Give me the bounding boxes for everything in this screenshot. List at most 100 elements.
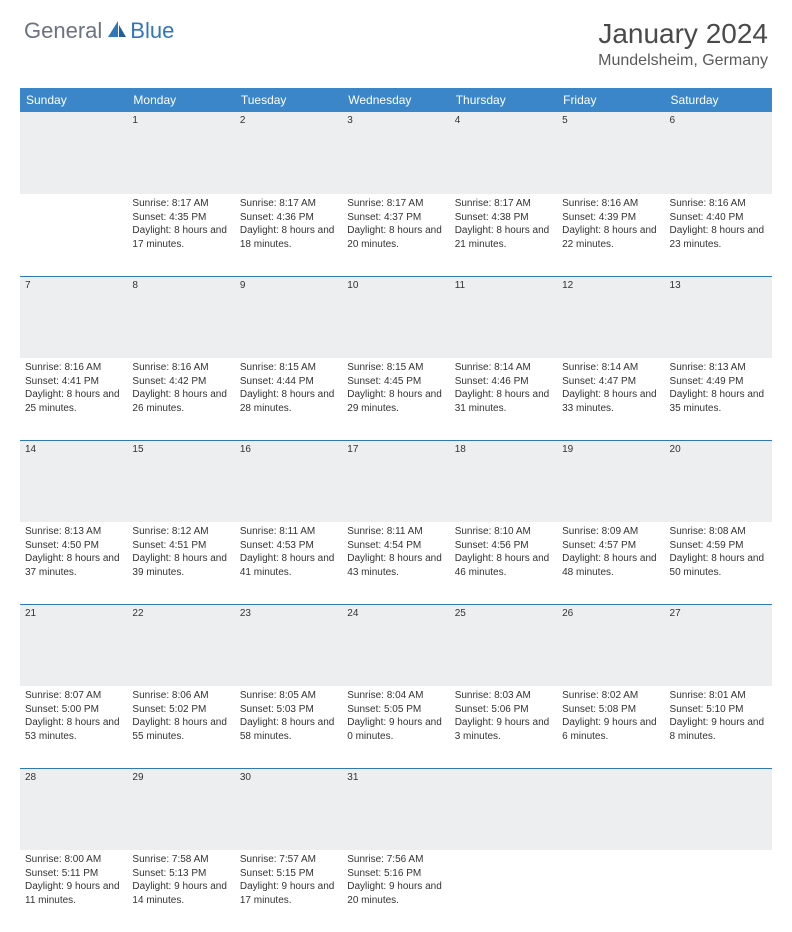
day-number: 8 bbox=[127, 276, 234, 358]
daylight-text: Daylight: 8 hours and 48 minutes. bbox=[562, 552, 659, 579]
day-number: 5 bbox=[557, 112, 664, 194]
day-cell: Sunrise: 8:09 AMSunset: 4:57 PMDaylight:… bbox=[557, 522, 664, 604]
day-number: 7 bbox=[20, 276, 127, 358]
daylight-text: Daylight: 8 hours and 46 minutes. bbox=[455, 552, 552, 579]
sunrise-text: Sunrise: 8:13 AM bbox=[25, 525, 122, 539]
weekday-header-row: Sunday Monday Tuesday Wednesday Thursday… bbox=[20, 88, 772, 112]
sunset-text: Sunset: 4:50 PM bbox=[25, 539, 122, 553]
sunrise-text: Sunrise: 8:04 AM bbox=[347, 689, 444, 703]
day-number: 30 bbox=[235, 768, 342, 850]
title-block: January 2024 Mundelsheim, Germany bbox=[598, 18, 768, 70]
day-cell: Sunrise: 7:58 AMSunset: 5:13 PMDaylight:… bbox=[127, 850, 234, 932]
day-number: 11 bbox=[450, 276, 557, 358]
sunset-text: Sunset: 4:56 PM bbox=[455, 539, 552, 553]
daylight-text: Daylight: 8 hours and 39 minutes. bbox=[132, 552, 229, 579]
day-number: 3 bbox=[342, 112, 449, 194]
weekday-thursday: Thursday bbox=[450, 88, 557, 112]
day-body-row: Sunrise: 8:13 AMSunset: 4:50 PMDaylight:… bbox=[20, 522, 772, 604]
day-cell: Sunrise: 8:08 AMSunset: 4:59 PMDaylight:… bbox=[665, 522, 772, 604]
day-cell: Sunrise: 8:16 AMSunset: 4:40 PMDaylight:… bbox=[665, 194, 772, 276]
daylight-text: Daylight: 9 hours and 14 minutes. bbox=[132, 880, 229, 907]
day-number: 23 bbox=[235, 604, 342, 686]
sunrise-text: Sunrise: 8:16 AM bbox=[25, 361, 122, 375]
day-number: 26 bbox=[557, 604, 664, 686]
sunrise-text: Sunrise: 8:00 AM bbox=[25, 853, 122, 867]
day-cell: Sunrise: 8:16 AMSunset: 4:41 PMDaylight:… bbox=[20, 358, 127, 440]
daylight-text: Daylight: 9 hours and 0 minutes. bbox=[347, 716, 444, 743]
sunrise-text: Sunrise: 8:17 AM bbox=[132, 197, 229, 211]
daynum-row: 78910111213 bbox=[20, 276, 772, 358]
day-number: 25 bbox=[450, 604, 557, 686]
sunrise-text: Sunrise: 8:17 AM bbox=[240, 197, 337, 211]
sunset-text: Sunset: 5:08 PM bbox=[562, 703, 659, 717]
day-cell bbox=[450, 850, 557, 932]
day-number bbox=[665, 768, 772, 850]
sunset-text: Sunset: 4:36 PM bbox=[240, 211, 337, 225]
sunset-text: Sunset: 5:03 PM bbox=[240, 703, 337, 717]
daylight-text: Daylight: 9 hours and 3 minutes. bbox=[455, 716, 552, 743]
daylight-text: Daylight: 8 hours and 37 minutes. bbox=[25, 552, 122, 579]
day-number: 9 bbox=[235, 276, 342, 358]
sunrise-text: Sunrise: 8:12 AM bbox=[132, 525, 229, 539]
sunset-text: Sunset: 4:54 PM bbox=[347, 539, 444, 553]
sunset-text: Sunset: 4:51 PM bbox=[132, 539, 229, 553]
sunset-text: Sunset: 4:57 PM bbox=[562, 539, 659, 553]
daylight-text: Daylight: 8 hours and 21 minutes. bbox=[455, 224, 552, 251]
sunset-text: Sunset: 4:35 PM bbox=[132, 211, 229, 225]
sunset-text: Sunset: 5:10 PM bbox=[670, 703, 767, 717]
sunrise-text: Sunrise: 7:57 AM bbox=[240, 853, 337, 867]
day-cell: Sunrise: 8:07 AMSunset: 5:00 PMDaylight:… bbox=[20, 686, 127, 768]
day-number: 17 bbox=[342, 440, 449, 522]
sunrise-text: Sunrise: 8:02 AM bbox=[562, 689, 659, 703]
daylight-text: Daylight: 8 hours and 31 minutes. bbox=[455, 388, 552, 415]
daylight-text: Daylight: 8 hours and 28 minutes. bbox=[240, 388, 337, 415]
sunrise-text: Sunrise: 8:08 AM bbox=[670, 525, 767, 539]
day-body-row: Sunrise: 8:07 AMSunset: 5:00 PMDaylight:… bbox=[20, 686, 772, 768]
day-cell: Sunrise: 7:57 AMSunset: 5:15 PMDaylight:… bbox=[235, 850, 342, 932]
sunset-text: Sunset: 5:00 PM bbox=[25, 703, 122, 717]
sunrise-text: Sunrise: 8:11 AM bbox=[347, 525, 444, 539]
weekday-sunday: Sunday bbox=[20, 88, 127, 112]
day-cell bbox=[20, 194, 127, 276]
logo: General Blue bbox=[24, 18, 174, 44]
daynum-row: 21222324252627 bbox=[20, 604, 772, 686]
sunrise-text: Sunrise: 8:13 AM bbox=[670, 361, 767, 375]
daylight-text: Daylight: 8 hours and 22 minutes. bbox=[562, 224, 659, 251]
day-number: 6 bbox=[665, 112, 772, 194]
calendar-table: Sunday Monday Tuesday Wednesday Thursday… bbox=[20, 88, 772, 932]
sunset-text: Sunset: 4:41 PM bbox=[25, 375, 122, 389]
day-number: 12 bbox=[557, 276, 664, 358]
sunrise-text: Sunrise: 8:09 AM bbox=[562, 525, 659, 539]
daylight-text: Daylight: 9 hours and 6 minutes. bbox=[562, 716, 659, 743]
day-cell: Sunrise: 8:14 AMSunset: 4:46 PMDaylight:… bbox=[450, 358, 557, 440]
month-title: January 2024 bbox=[598, 18, 768, 50]
sunset-text: Sunset: 4:44 PM bbox=[240, 375, 337, 389]
day-cell: Sunrise: 8:01 AMSunset: 5:10 PMDaylight:… bbox=[665, 686, 772, 768]
day-number bbox=[557, 768, 664, 850]
day-cell: Sunrise: 8:16 AMSunset: 4:42 PMDaylight:… bbox=[127, 358, 234, 440]
day-cell: Sunrise: 8:11 AMSunset: 4:54 PMDaylight:… bbox=[342, 522, 449, 604]
day-cell: Sunrise: 8:15 AMSunset: 4:44 PMDaylight:… bbox=[235, 358, 342, 440]
sunset-text: Sunset: 5:11 PM bbox=[25, 867, 122, 881]
sunset-text: Sunset: 4:39 PM bbox=[562, 211, 659, 225]
day-number: 13 bbox=[665, 276, 772, 358]
day-body-row: Sunrise: 8:16 AMSunset: 4:41 PM Daylight:… bbox=[20, 358, 772, 440]
day-number bbox=[20, 112, 127, 194]
sunrise-text: Sunrise: 8:10 AM bbox=[455, 525, 552, 539]
sunrise-text: Sunrise: 7:58 AM bbox=[132, 853, 229, 867]
daylight-text: Daylight: 8 hours and 35 minutes. bbox=[670, 388, 767, 415]
daylight-text: Daylight: 8 hours and 18 minutes. bbox=[240, 224, 337, 251]
day-cell: Sunrise: 8:14 AMSunset: 4:47 PMDaylight:… bbox=[557, 358, 664, 440]
daylight-text: Daylight: 8 hours and 26 minutes. bbox=[132, 388, 229, 415]
daylight-text: Daylight: 9 hours and 17 minutes. bbox=[240, 880, 337, 907]
day-number: 16 bbox=[235, 440, 342, 522]
weekday-tuesday: Tuesday bbox=[235, 88, 342, 112]
day-cell bbox=[665, 850, 772, 932]
sunset-text: Sunset: 4:49 PM bbox=[670, 375, 767, 389]
day-number: 19 bbox=[557, 440, 664, 522]
day-number: 2 bbox=[235, 112, 342, 194]
sunrise-text: Sunrise: 8:14 AM bbox=[562, 361, 659, 375]
location-label: Mundelsheim, Germany bbox=[598, 52, 768, 70]
sunrise-text: Sunrise: 8:14 AM bbox=[455, 361, 552, 375]
day-body-row: Sunrise: 8:17 AMSunset: 4:35 PMDaylight:… bbox=[20, 194, 772, 276]
